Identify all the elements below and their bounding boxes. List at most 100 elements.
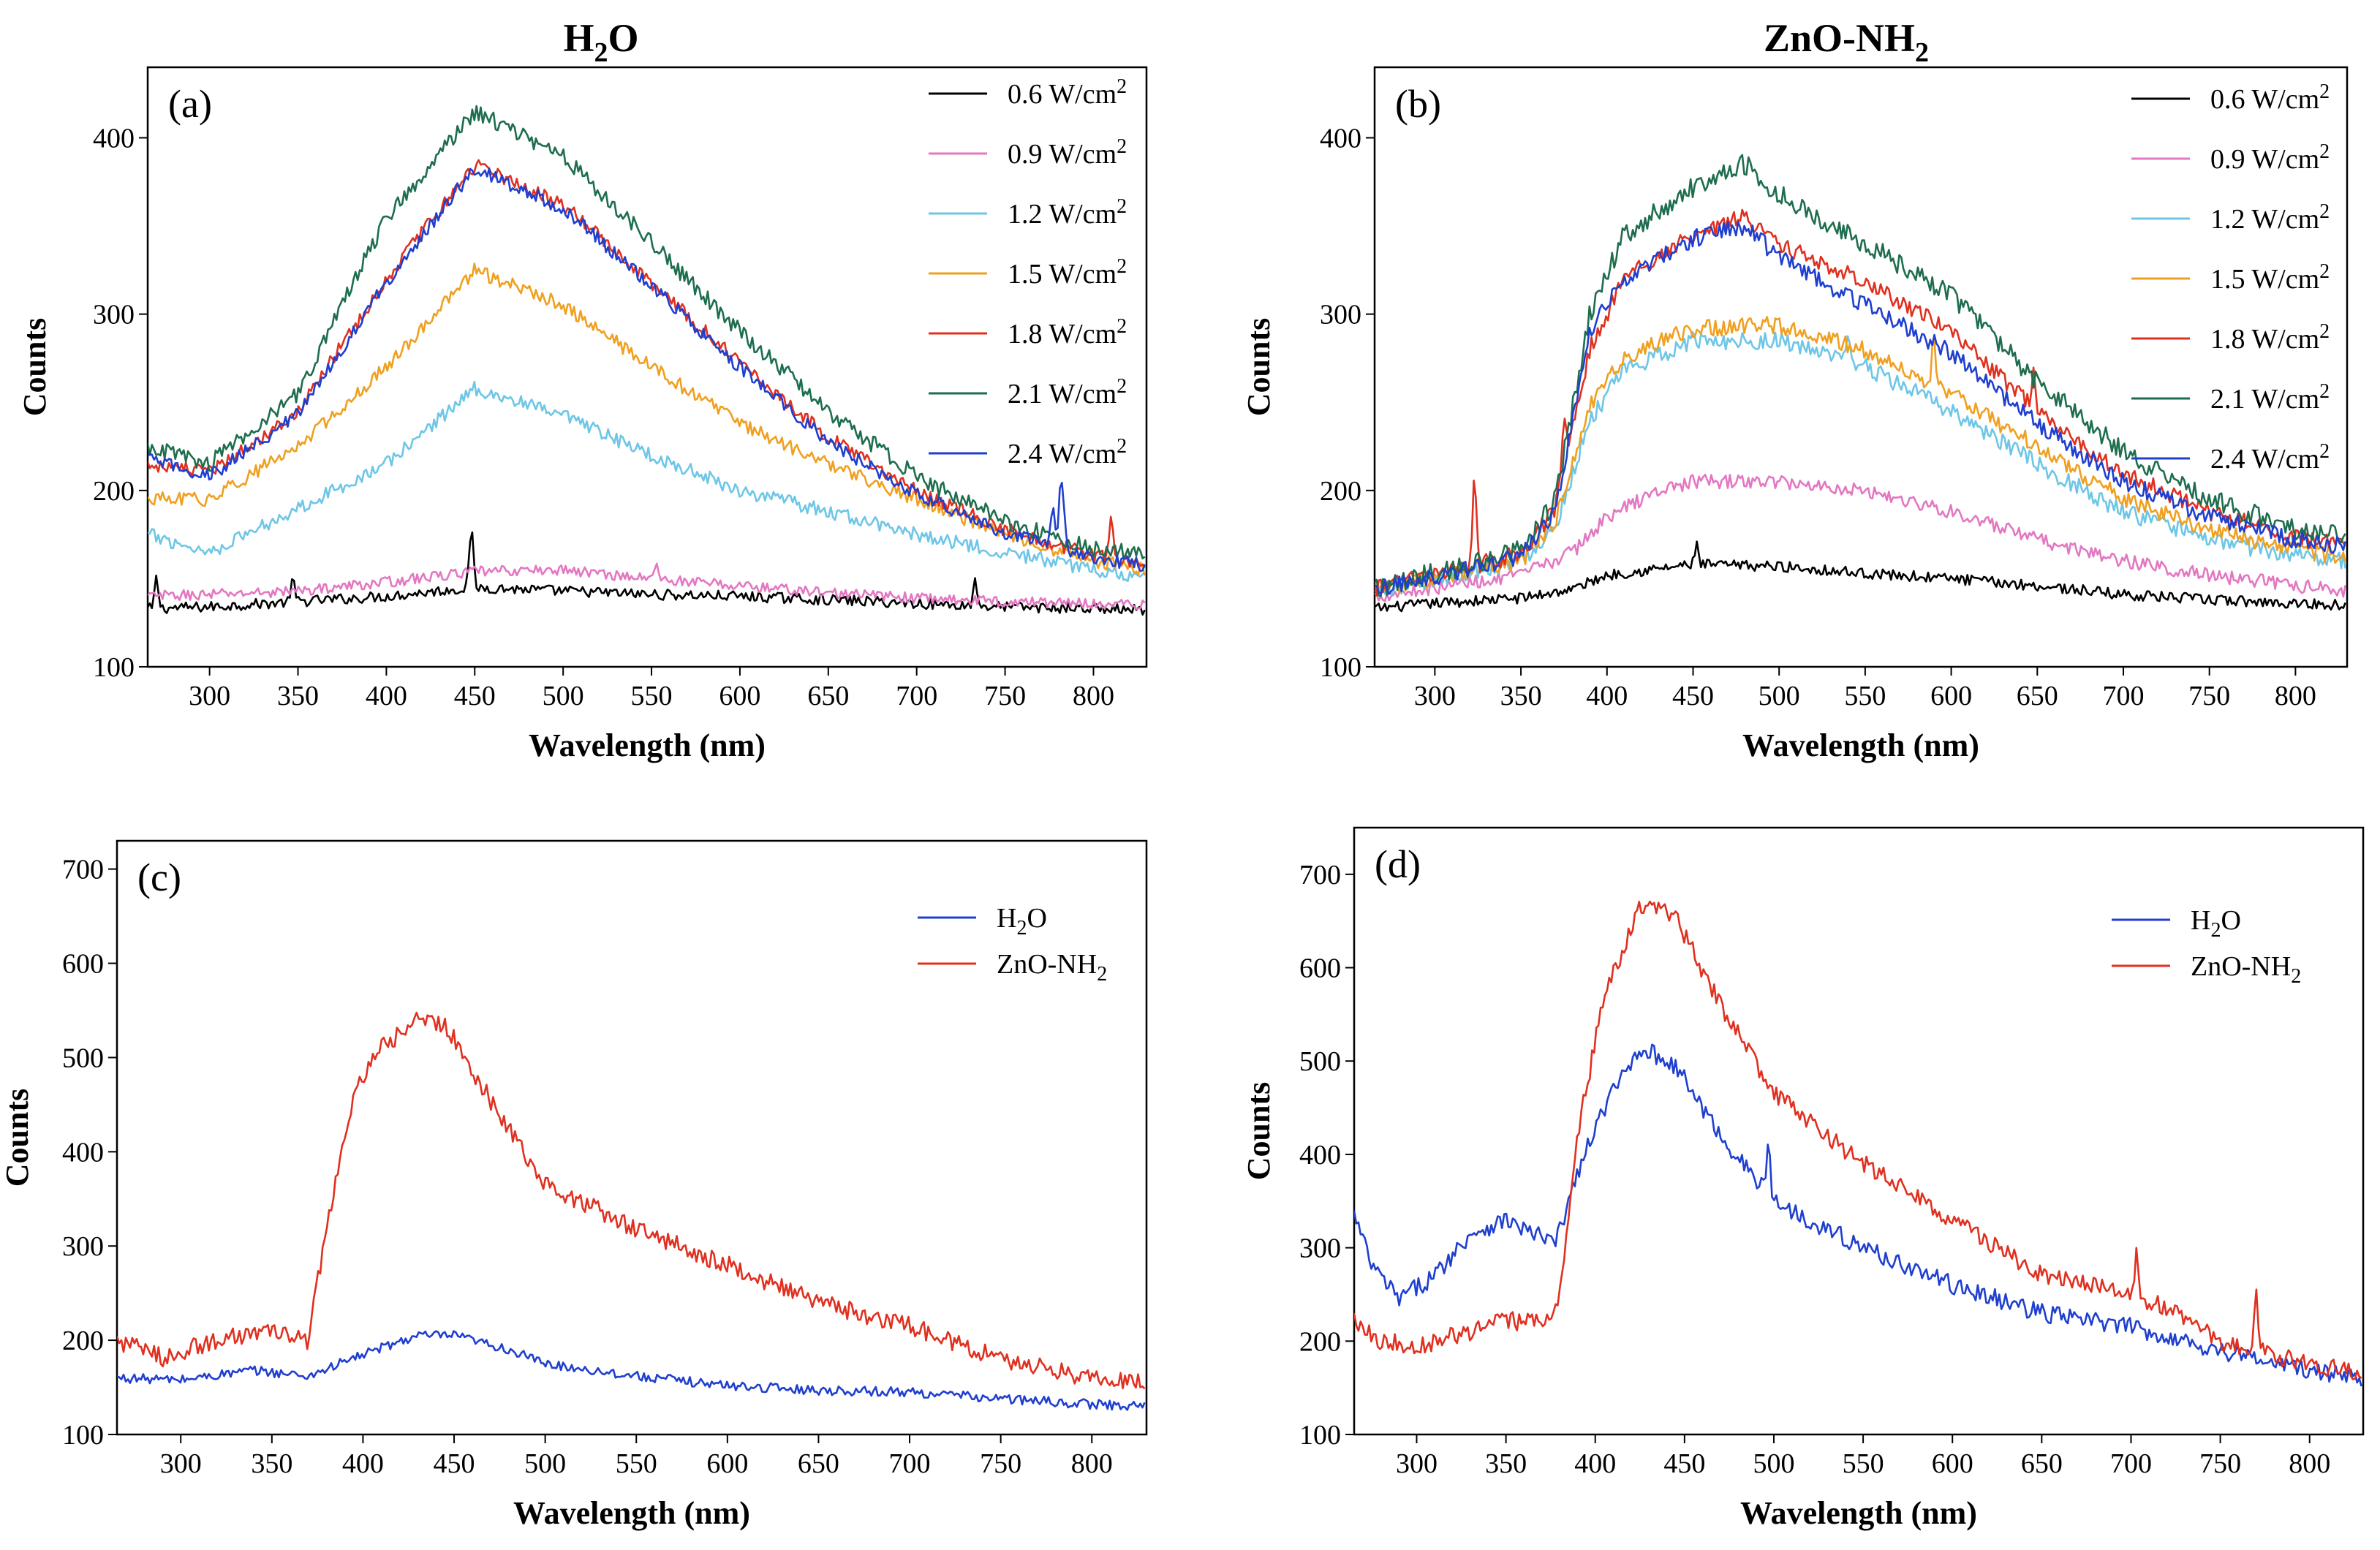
y-tick-label-c-1: 200 (62, 1326, 104, 1356)
y-tick-label-d-5: 600 (1299, 953, 1341, 984)
y-tick-label-d-0: 100 (1299, 1420, 1341, 1451)
y-tick-label-a-0: 100 (93, 652, 135, 683)
panel-d: 300 350 400 450 500 550 600 650 700 750 800 100 200 3… (1241, 826, 2365, 1531)
y-axis-label-c: Counts (0, 1089, 35, 1187)
x-tick-label-d-1: 350 (1485, 1448, 1527, 1479)
y-axis-label-b: Counts (1241, 318, 1277, 417)
plot-frame-d (1353, 826, 2365, 1436)
y-tick-label-d-6: 700 (1299, 860, 1341, 891)
x-tick-label-a-7: 650 (807, 681, 849, 711)
panel-label-d: (d) (1375, 842, 1421, 886)
x-tick-label-b-9: 750 (2188, 681, 2230, 711)
x-axis-label-c: Wavelength (nm) (513, 1495, 750, 1531)
panel-label-c: (c) (137, 855, 181, 899)
x-tick-label-d-10: 800 (2289, 1448, 2330, 1479)
x-tick-label-b-1: 350 (1500, 681, 1542, 711)
y-tick-label-d-4: 500 (1299, 1046, 1341, 1077)
y-tick-label-c-5: 600 (62, 949, 104, 980)
legend-label-a-4: 1.8 W/cm2 (1008, 315, 1127, 349)
x-tick-label-c-3: 450 (434, 1448, 475, 1479)
x-tick-label-b-10: 800 (2275, 681, 2316, 711)
series-line-a-5 (148, 105, 1146, 560)
legend-label-a-3: 1.5 W/cm2 (1008, 255, 1127, 290)
y-tick-label-b-2: 300 (1320, 300, 1361, 330)
x-tick-label-d-7: 650 (2021, 1448, 2063, 1479)
series-line-a-0 (148, 531, 1146, 616)
series-line-c-0 (117, 1330, 1146, 1411)
panel-label-a: (a) (168, 82, 212, 126)
series-group-c (117, 1011, 1146, 1411)
y-tick-label-c-6: 700 (62, 855, 104, 885)
title-h2o: H2O (563, 16, 638, 68)
legend-c: H2O ZnO-NH2 (918, 903, 1107, 986)
x-axis-label-b: Wavelength (nm) (1742, 727, 1979, 763)
x-axis-label-a: Wavelength (nm) (529, 727, 766, 763)
x-tick-label-c-2: 400 (342, 1448, 384, 1479)
legend-label-c-0: H2O (997, 903, 1047, 940)
y-tick-label-d-1: 200 (1299, 1326, 1341, 1357)
y-tick-label-a-1: 200 (93, 476, 135, 507)
x-tick-label-a-3: 450 (454, 681, 496, 711)
title-zno-nh2: ZnO-NH2 (1764, 16, 1929, 68)
x-tick-label-c-5: 550 (616, 1448, 657, 1479)
x-tick-label-a-1: 350 (277, 681, 319, 711)
panel-a: 300 350 400 450 500 550 600 650 700 750 800 100 200 3… (17, 66, 1148, 763)
x-tick-label-c-4: 500 (524, 1448, 566, 1479)
legend-label-a-2: 1.2 W/cm2 (1008, 195, 1127, 230)
series-line-a-3 (148, 262, 1146, 576)
series-line-d-1 (1354, 900, 2362, 1380)
x-tick-label-a-10: 800 (1073, 681, 1114, 711)
y-axis-label-d: Counts (1241, 1082, 1277, 1181)
legend-label-b-0: 0.6 W/cm2 (2210, 80, 2330, 115)
panel-b: 300 350 400 450 500 550 600 650 700 750 800 100 200 3… (1241, 66, 2349, 763)
x-tick-label-a-5: 550 (631, 681, 673, 711)
x-tick-label-a-9: 750 (984, 681, 1026, 711)
y-axis-label-a: Counts (17, 318, 53, 417)
series-line-a-4 (148, 159, 1146, 569)
legend-label-d-0: H2O (2191, 905, 2241, 942)
panel-label-b: (b) (1395, 82, 1441, 126)
legend-label-d-1: ZnO-NH2 (2191, 951, 2301, 988)
x-tick-label-a-8: 700 (896, 681, 937, 711)
legend-label-b-1: 0.9 W/cm2 (2210, 140, 2330, 175)
panel-c: 300 350 400 450 500 550 600 650 700 750 800 100 200 3… (0, 839, 1148, 1531)
x-tick-label-b-2: 400 (1586, 681, 1628, 711)
x-tick-label-b-5: 550 (1844, 681, 1886, 711)
series-line-b-5 (1375, 154, 2346, 597)
plot-frame-a (146, 66, 1148, 668)
legend-b: 0.6 W/cm2 0.9 W/cm2 1.2 W/cm2 1.5 W/cm2 1.8 … (2131, 80, 2330, 475)
x-tick-label-a-0: 300 (189, 681, 230, 711)
x-tick-label-b-3: 450 (1672, 681, 1714, 711)
x-tick-label-b-0: 300 (1414, 681, 1456, 711)
legend-d: H2O ZnO-NH2 (2112, 905, 2301, 988)
series-line-a-6 (148, 167, 1146, 572)
legend-label-b-5: 2.1 W/cm2 (2210, 380, 2330, 415)
x-tick-label-d-3: 450 (1663, 1448, 1705, 1479)
x-tick-label-c-6: 600 (706, 1448, 748, 1479)
y-tick-label-b-0: 100 (1320, 652, 1361, 683)
x-tick-label-c-8: 700 (889, 1448, 931, 1479)
x-tick-label-b-8: 700 (2102, 681, 2144, 711)
legend-a: 0.6 W/cm2 0.9 W/cm2 1.2 W/cm2 1.5 W/cm2 1.8 … (929, 75, 1127, 469)
x-tick-label-d-2: 400 (1574, 1448, 1616, 1479)
series-group-d (1354, 900, 2362, 1387)
series-group-a (148, 105, 1146, 616)
x-tick-label-b-6: 600 (1930, 681, 1972, 711)
legend-label-b-4: 1.8 W/cm2 (2210, 320, 2330, 355)
legend-label-b-6: 2.4 W/cm2 (2210, 440, 2330, 475)
x-tick-label-d-9: 750 (2199, 1448, 2241, 1479)
x-tick-label-a-4: 500 (543, 681, 584, 711)
x-tick-label-d-6: 600 (1932, 1448, 1973, 1479)
legend-label-a-6: 2.4 W/cm2 (1008, 435, 1127, 469)
x-tick-label-c-1: 350 (251, 1448, 292, 1479)
x-tick-label-c-9: 750 (980, 1448, 1021, 1479)
series-line-b-6 (1375, 221, 2346, 595)
x-tick-label-d-0: 300 (1396, 1448, 1438, 1479)
x-tick-label-b-4: 500 (1758, 681, 1800, 711)
series-line-b-0 (1375, 540, 2346, 613)
x-axis-label-d: Wavelength (nm) (1740, 1495, 1977, 1531)
y-tick-label-b-1: 200 (1320, 476, 1361, 507)
x-tick-label-b-7: 650 (2017, 681, 2058, 711)
legend-label-c-1: ZnO-NH2 (997, 949, 1107, 986)
